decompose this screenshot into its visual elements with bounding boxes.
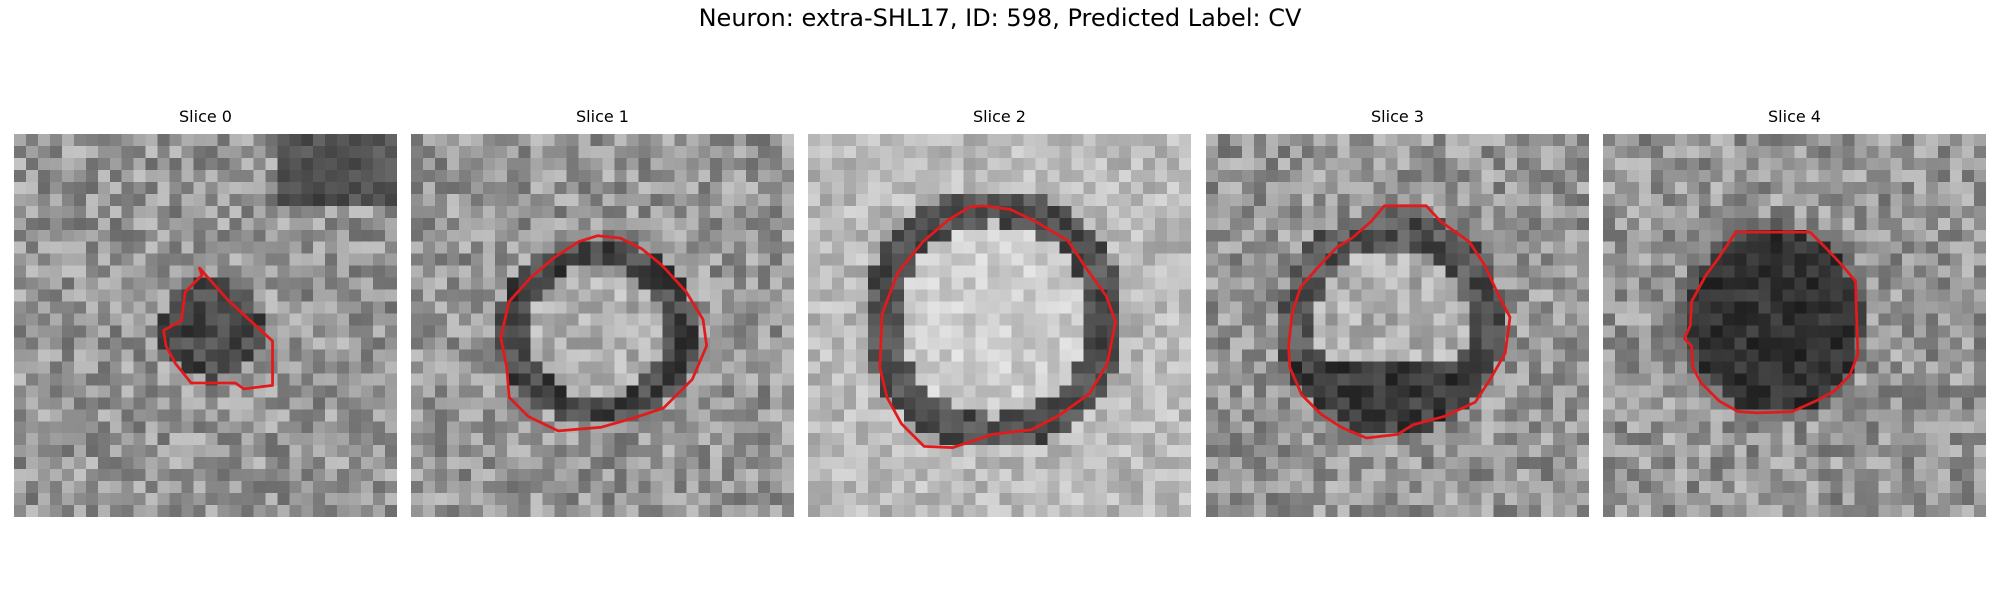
microscopy-slice-image	[411, 134, 794, 517]
microscopy-slice-image	[1206, 134, 1589, 517]
pixel-grid	[808, 134, 1191, 517]
pixel-grid	[1603, 134, 1986, 517]
cell-contour	[1287, 204, 1512, 440]
figure-title: Neuron: extra-SHL17, ID: 598, Predicted …	[698, 4, 1302, 32]
microscopy-slice-image	[1603, 134, 1986, 517]
slice-title: Slice 3	[1371, 107, 1424, 126]
cell-contour	[878, 204, 1117, 449]
pixel-grid	[411, 134, 794, 517]
slice-title: Slice 4	[1768, 107, 1821, 126]
pixel-grid	[14, 134, 397, 517]
cell-contour	[162, 266, 274, 391]
cell-contour	[499, 234, 709, 433]
microscopy-slice-image	[808, 134, 1191, 517]
slice-title: Slice 0	[179, 107, 232, 126]
pixel-grid	[1206, 134, 1589, 517]
slice-title: Slice 1	[576, 107, 629, 126]
microscopy-slice-image	[14, 134, 397, 517]
slice-title: Slice 2	[973, 107, 1026, 126]
cell-contour	[1683, 230, 1860, 415]
